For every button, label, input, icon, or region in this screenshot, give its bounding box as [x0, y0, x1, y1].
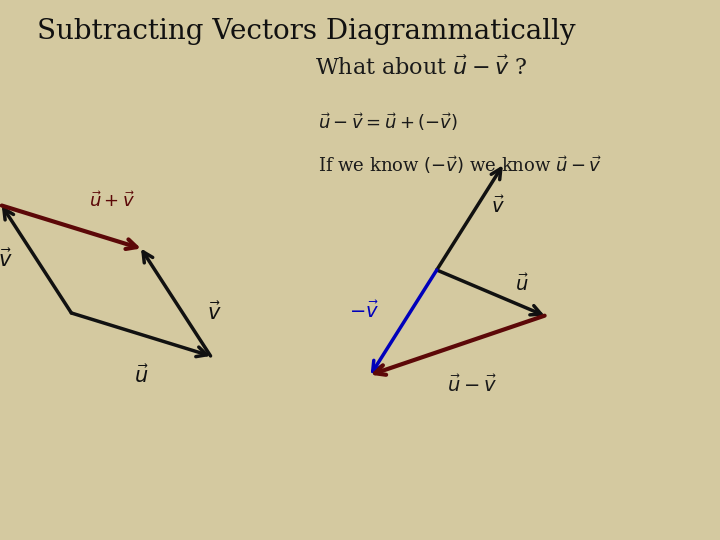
- Text: $-\vec{v}$: $-\vec{v}$: [349, 301, 379, 322]
- Text: $\vec{u}-\vec{v}=\vec{u}+(-\vec{v})$: $\vec{u}-\vec{v}=\vec{u}+(-\vec{v})$: [318, 111, 459, 133]
- Text: Subtracting Vectors Diagrammatically: Subtracting Vectors Diagrammatically: [37, 17, 575, 44]
- Text: $\vec{u}$: $\vec{u}$: [134, 364, 148, 387]
- Text: What about $\vec{u}-\vec{v}$ ?: What about $\vec{u}-\vec{v}$ ?: [315, 57, 527, 80]
- Text: $\vec{u}+\vec{v}$: $\vec{u}+\vec{v}$: [89, 191, 135, 211]
- Text: $\vec{u}$: $\vec{u}$: [515, 274, 528, 295]
- Text: $\vec{v}$: $\vec{v}$: [0, 248, 12, 271]
- Text: $\vec{v}$: $\vec{v}$: [491, 196, 505, 218]
- Text: $\vec{u}-\vec{v}$: $\vec{u}-\vec{v}$: [446, 375, 497, 396]
- Text: If we know $(-\vec{v})$ we know $\vec{u}-\vec{v}$: If we know $(-\vec{v})$ we know $\vec{u}…: [318, 154, 603, 176]
- Text: $\vec{v}$: $\vec{v}$: [207, 301, 221, 325]
